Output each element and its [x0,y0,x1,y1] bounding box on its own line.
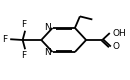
Text: OH: OH [112,29,126,38]
Text: N: N [44,23,51,32]
Text: O: O [112,42,119,51]
Text: F: F [21,51,26,60]
Text: N: N [44,48,51,57]
Text: F: F [3,35,8,44]
Text: F: F [21,20,26,29]
